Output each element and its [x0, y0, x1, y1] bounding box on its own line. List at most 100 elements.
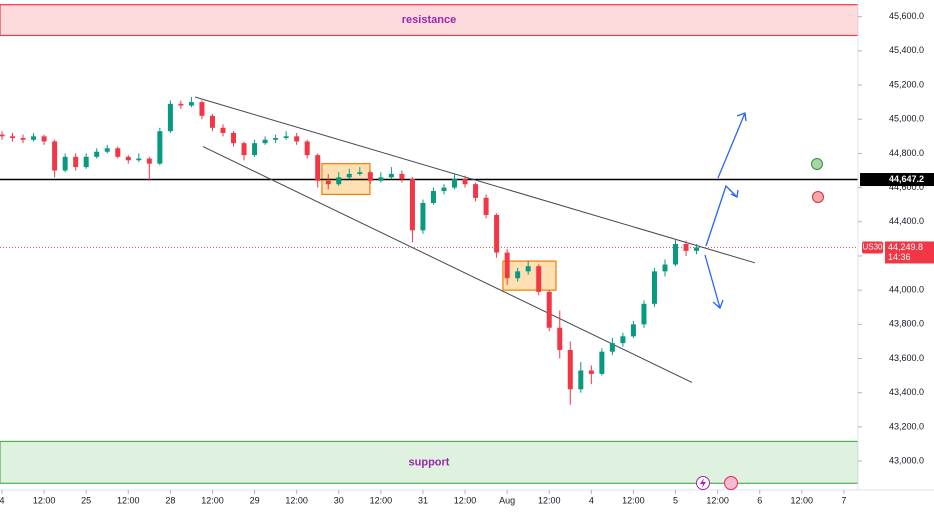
candle-body: [609, 343, 615, 352]
candle-body: [620, 336, 626, 344]
y-tick-label: 45,000.0: [889, 114, 924, 124]
candle-body: [31, 136, 37, 140]
candle-body: [167, 103, 173, 132]
x-tick-label: 30: [334, 495, 344, 505]
candle-body: [178, 103, 184, 106]
candle-body: [157, 131, 163, 164]
x-tick-label: 12:00: [454, 495, 477, 505]
zone-label: support: [409, 456, 450, 468]
candle-body: [462, 179, 468, 185]
candle-body: [10, 136, 16, 139]
trendline: [202, 146, 693, 383]
y-tick-label: 44,000.0: [889, 285, 924, 295]
red-signal: [812, 191, 824, 203]
candle-body: [430, 191, 436, 203]
green-signal: [811, 158, 823, 170]
y-tick-label: 44,800.0: [889, 148, 924, 158]
candle-body: [378, 177, 384, 181]
x-tick-label: 5: [673, 495, 678, 505]
candle-body: [41, 136, 47, 142]
candle-body: [73, 156, 79, 168]
arrow-path: [705, 184, 738, 247]
zone: [0, 4, 858, 37]
arrow-head: [712, 299, 724, 310]
candle-body: [357, 172, 363, 174]
candle-body: [62, 156, 68, 171]
x-tick-label: 12:00: [33, 495, 56, 505]
candle-body: [662, 264, 668, 272]
candle-body: [188, 102, 194, 106]
plot-area: resistance support: [0, 4, 858, 484]
candle-body: [651, 271, 657, 304]
candle-body: [315, 155, 321, 181]
y-tick-label: 43,400.0: [889, 387, 924, 397]
candle-body: [515, 271, 521, 279]
x-tick-label: 25: [81, 495, 91, 505]
symbol-label: US30: [862, 243, 883, 252]
arrow-head: [730, 189, 739, 198]
candle-body: [588, 370, 594, 374]
flag-icon[interactable]: [724, 476, 738, 490]
candle-body: [630, 324, 636, 337]
candle-body: [104, 148, 110, 152]
candle-body: [0, 134, 5, 137]
price-label: 44,249.8: [888, 242, 923, 252]
candle-body: [409, 179, 415, 231]
candle-body: [483, 197, 489, 215]
symbol-tag: [862, 241, 883, 254]
candle-body: [673, 244, 679, 265]
candle-body: [231, 132, 237, 144]
candle-body: [452, 179, 458, 188]
candle-body: [536, 266, 542, 292]
x-tick-label: Aug: [499, 495, 515, 505]
y-tick-label: 45,200.0: [889, 79, 924, 89]
x-tick-label: 4: [0, 495, 5, 505]
y-tick-label: 44,400.0: [889, 216, 924, 226]
level-label-bg: [860, 173, 934, 187]
candle-body: [441, 187, 447, 192]
candle-body: [420, 202, 426, 231]
y-tick-label: 45,600.0: [889, 11, 924, 21]
candle-body: [399, 173, 405, 180]
candle-body: [115, 148, 121, 157]
x-tick-label: 4: [589, 495, 594, 505]
candle-body: [20, 138, 26, 140]
candle-body: [546, 291, 552, 328]
candle-body: [599, 351, 605, 374]
candle-body: [294, 136, 300, 142]
candle-body: [388, 173, 394, 178]
lightning: [700, 478, 706, 488]
candle-body: [94, 151, 100, 157]
candle-body: [367, 172, 373, 181]
x-tick-label: 12:00: [285, 495, 308, 505]
x-tick-label: 6: [757, 495, 762, 505]
candle-body: [346, 173, 352, 178]
candle-body: [52, 141, 58, 171]
candle-body: [220, 127, 226, 133]
x-tick-label: 12:00: [791, 495, 814, 505]
candle-body: [241, 143, 247, 156]
candle-body: [199, 102, 205, 116]
candle-body: [567, 349, 573, 390]
consolidation-box: [502, 260, 557, 291]
projection-arrows: [704, 112, 747, 310]
x-tick-label: 31: [418, 495, 428, 505]
candle-body: [325, 180, 331, 185]
y-tick-label: 43,000.0: [889, 455, 924, 465]
candle-body: [557, 327, 563, 350]
trendline: [194, 96, 756, 264]
candle-body: [494, 214, 500, 253]
candle-body: [262, 139, 268, 144]
arrow-up: [717, 112, 746, 179]
candle-body: [525, 266, 531, 272]
candle-body: [146, 158, 152, 164]
arrow-down: [704, 254, 721, 309]
y-tick-label: 45,400.0: [889, 45, 924, 55]
x-tick-label: 12:00: [538, 495, 561, 505]
level-label: 44,647.2: [889, 174, 924, 184]
x-tick-label: 12:00: [117, 495, 140, 505]
candle-body: [641, 303, 647, 325]
arrow-head: [736, 112, 747, 122]
candle-body: [273, 138, 279, 140]
